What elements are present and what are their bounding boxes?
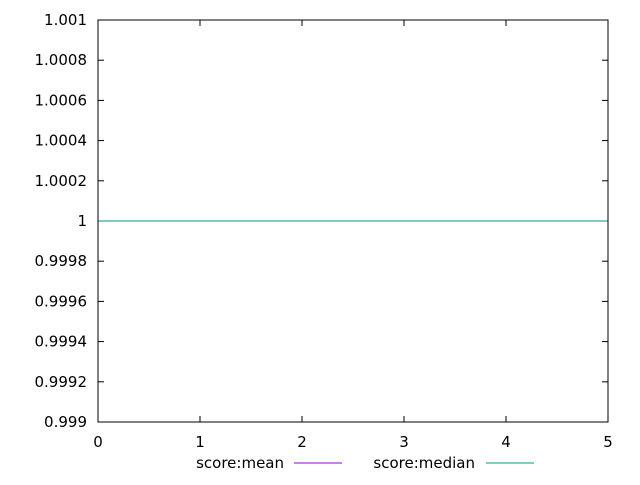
y-tick-label: 1.001	[44, 11, 87, 29]
y-tick-label: 0.9998	[35, 252, 88, 270]
y-tick-label: 0.9994	[35, 333, 88, 351]
y-tick-label: 1.0004	[35, 132, 88, 150]
y-tick-label: 0.9992	[35, 373, 88, 391]
legend-label: score:median	[373, 454, 475, 472]
y-tick-label: 1.0008	[35, 51, 88, 69]
y-tick-label: 1	[77, 212, 87, 230]
x-tick-label: 4	[501, 433, 511, 451]
x-tick-label: 5	[603, 433, 613, 451]
legend-label: score:mean	[196, 454, 284, 472]
legend-item: score:median	[373, 454, 534, 472]
x-tick-label: 3	[399, 433, 409, 451]
legend: score:mean score:median	[196, 454, 534, 472]
y-tick-label: 0.9996	[35, 292, 88, 310]
plot-frame	[97, 19, 609, 423]
x-tick-label: 2	[297, 433, 307, 451]
x-tick-label: 1	[195, 433, 205, 451]
y-tick-label: 1.0002	[35, 172, 88, 190]
y-tick-label: 0.999	[44, 413, 87, 431]
x-tick-label: 0	[93, 433, 103, 451]
y-tick-label: 1.0006	[35, 91, 88, 109]
labels-layer: 0.999 0.9992 0.9994 0.9996 0.9998 1 1.0002 1.00…	[35, 11, 613, 451]
legend-item: score:mean	[196, 454, 342, 472]
